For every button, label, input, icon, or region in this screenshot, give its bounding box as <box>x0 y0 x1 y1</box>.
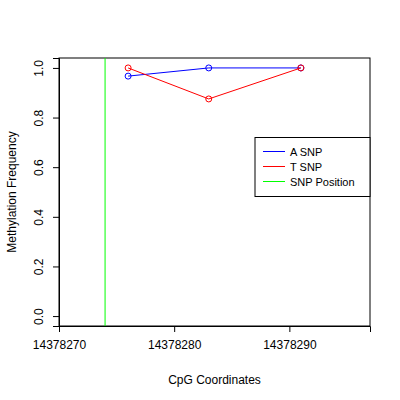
y-tick-mark <box>53 266 59 267</box>
chart: 14378270 14378280 14378290 0.0 0.2 0.4 0.6 0.8 1… <box>0 0 400 400</box>
legend-box <box>255 138 370 197</box>
y-tick-mark <box>53 217 59 218</box>
y-tick: 0.2 <box>32 258 59 275</box>
y-axis-line <box>53 59 60 327</box>
legend-label: SNP Position <box>290 176 355 188</box>
y-tick-mark <box>53 68 59 69</box>
x-tick: 14378290 <box>263 326 317 352</box>
y-tick: 0.8 <box>32 109 59 126</box>
y-tick-label: 0.6 <box>32 159 46 176</box>
legend: A SNP T SNP SNP Position <box>255 138 370 197</box>
y-tick-mark <box>53 316 59 317</box>
series-line <box>128 68 301 99</box>
series-point <box>206 96 212 102</box>
series-point <box>125 65 131 71</box>
legend-label: A SNP <box>290 146 322 158</box>
x-tick: 14378280 <box>148 326 202 352</box>
plot-frame <box>59 58 370 326</box>
y-tick: 0.6 <box>32 159 59 176</box>
series-line <box>128 68 301 76</box>
y-tick: 0.0 <box>32 308 59 325</box>
y-tick-mark <box>53 167 59 168</box>
x-tick-label: 14378280 <box>148 338 202 352</box>
y-axis-title: Methylation Frequency <box>5 131 19 252</box>
y-tick-mark <box>53 118 59 119</box>
y-tick: 1.0 <box>32 60 59 77</box>
x-tick: 14378270 <box>33 326 87 352</box>
x-tick-mark <box>289 326 290 332</box>
y-tick-label: 0.8 <box>32 109 46 126</box>
x-tick-mark <box>174 326 175 332</box>
x-axis-title: CpG Coordinates <box>168 373 261 387</box>
legend-label: T SNP <box>290 161 322 173</box>
series-point <box>298 65 304 71</box>
legend-swatch <box>263 181 285 182</box>
snp-position-line <box>105 58 106 326</box>
x-axis: 14378270 14378280 14378290 <box>33 326 371 352</box>
y-tick: 0.4 <box>32 209 59 226</box>
y-tick-label: 1.0 <box>32 60 46 77</box>
y-tick-label: 0.2 <box>32 258 46 275</box>
y-tick-label: 0.4 <box>32 209 46 226</box>
x-tick-label: 14378290 <box>263 338 317 352</box>
legend-swatch <box>263 166 285 167</box>
legend-swatch <box>263 151 285 152</box>
series-point <box>125 73 131 79</box>
x-tick-label: 14378270 <box>33 338 87 352</box>
y-tick-label: 0.0 <box>32 308 46 325</box>
x-axis-line <box>60 327 371 333</box>
y-axis: 0.0 0.2 0.4 0.6 0.8 1.0 <box>32 59 60 327</box>
series-point <box>206 65 212 71</box>
